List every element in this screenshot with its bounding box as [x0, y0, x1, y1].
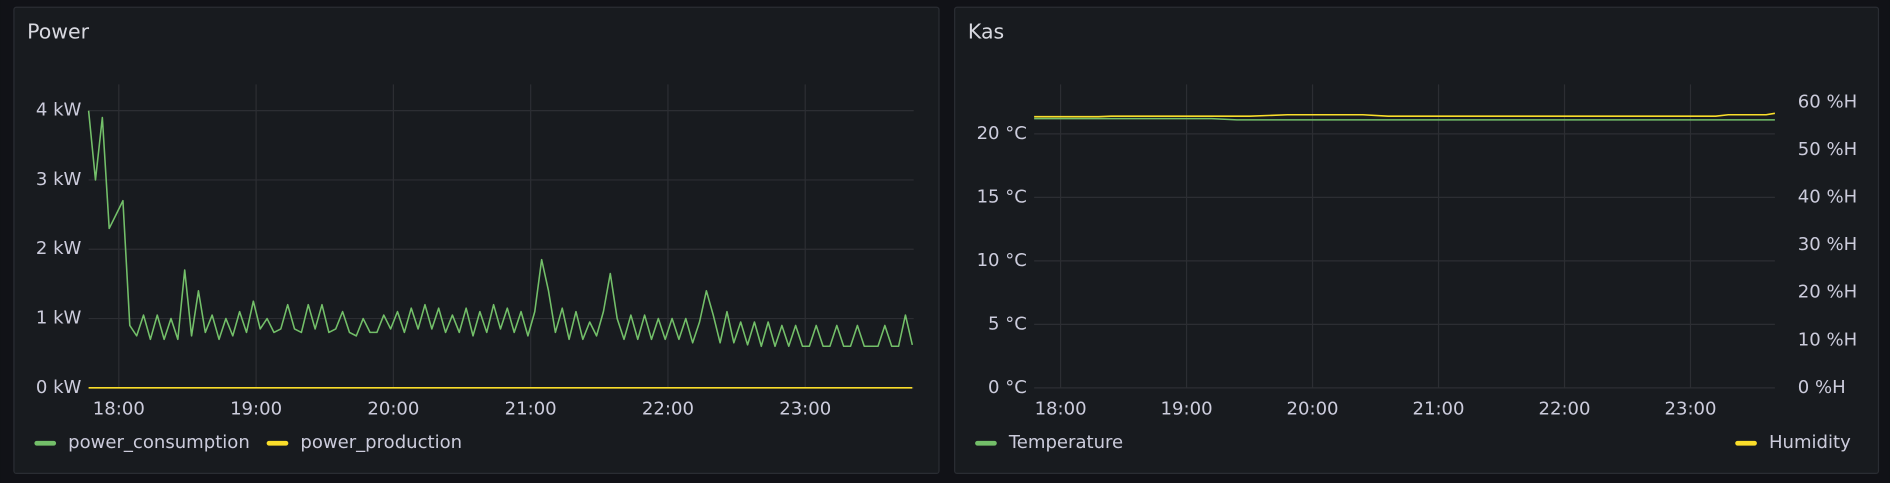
x-tick-label: 21:00	[1413, 399, 1465, 420]
panel	[13, 6, 940, 474]
y2-tick-label: 60 %H	[1798, 91, 1857, 112]
y2-tick-label: 30 %H	[1798, 234, 1857, 255]
legend-label: power_consumption	[68, 432, 250, 453]
legend-label: Temperature	[1008, 432, 1123, 453]
x-tick-label: 18:00	[93, 399, 145, 420]
y-tick-label: 10 °C	[977, 250, 1027, 271]
y-tick-label: 20 °C	[977, 123, 1027, 144]
y2-tick-label: 40 %H	[1798, 187, 1857, 208]
series-line	[1034, 112, 1776, 118]
series-line	[1034, 117, 1775, 121]
y-tick-label: 4 kW	[36, 100, 82, 121]
panel-title: Kas	[968, 20, 1004, 44]
x-tick-label: 23:00	[1664, 399, 1716, 420]
legend-label: Humidity	[1769, 432, 1851, 453]
y-tick-label: 2 kW	[36, 238, 82, 259]
legend-label: power_production	[300, 432, 462, 453]
x-tick-label: 21:00	[505, 399, 557, 420]
y2-tick-label: 0 %H	[1798, 377, 1846, 398]
y-tick-label: 3 kW	[36, 169, 82, 190]
series-line	[87, 110, 914, 348]
x-tick-label: 20:00	[1287, 399, 1339, 420]
y-tick-label: 15 °C	[977, 186, 1027, 207]
panel	[954, 6, 1880, 474]
x-tick-label: 23:00	[779, 399, 831, 420]
y2-tick-label: 20 %H	[1798, 282, 1857, 303]
x-tick-label: 22:00	[1538, 399, 1590, 420]
y-tick-label: 0 °C	[988, 377, 1027, 398]
y2-tick-label: 10 %H	[1798, 329, 1857, 350]
x-tick-label: 18:00	[1035, 399, 1087, 420]
y-tick-label: 5 °C	[988, 313, 1027, 334]
y-tick-label: 1 kW	[36, 308, 82, 329]
y2-tick-label: 50 %H	[1798, 139, 1857, 160]
x-tick-label: 19:00	[230, 399, 282, 420]
x-tick-label: 20:00	[367, 399, 419, 420]
x-tick-label: 22:00	[642, 399, 694, 420]
y-tick-label: 0 kW	[36, 377, 82, 398]
x-tick-label: 19:00	[1161, 399, 1213, 420]
panel-title: Power	[27, 20, 89, 44]
